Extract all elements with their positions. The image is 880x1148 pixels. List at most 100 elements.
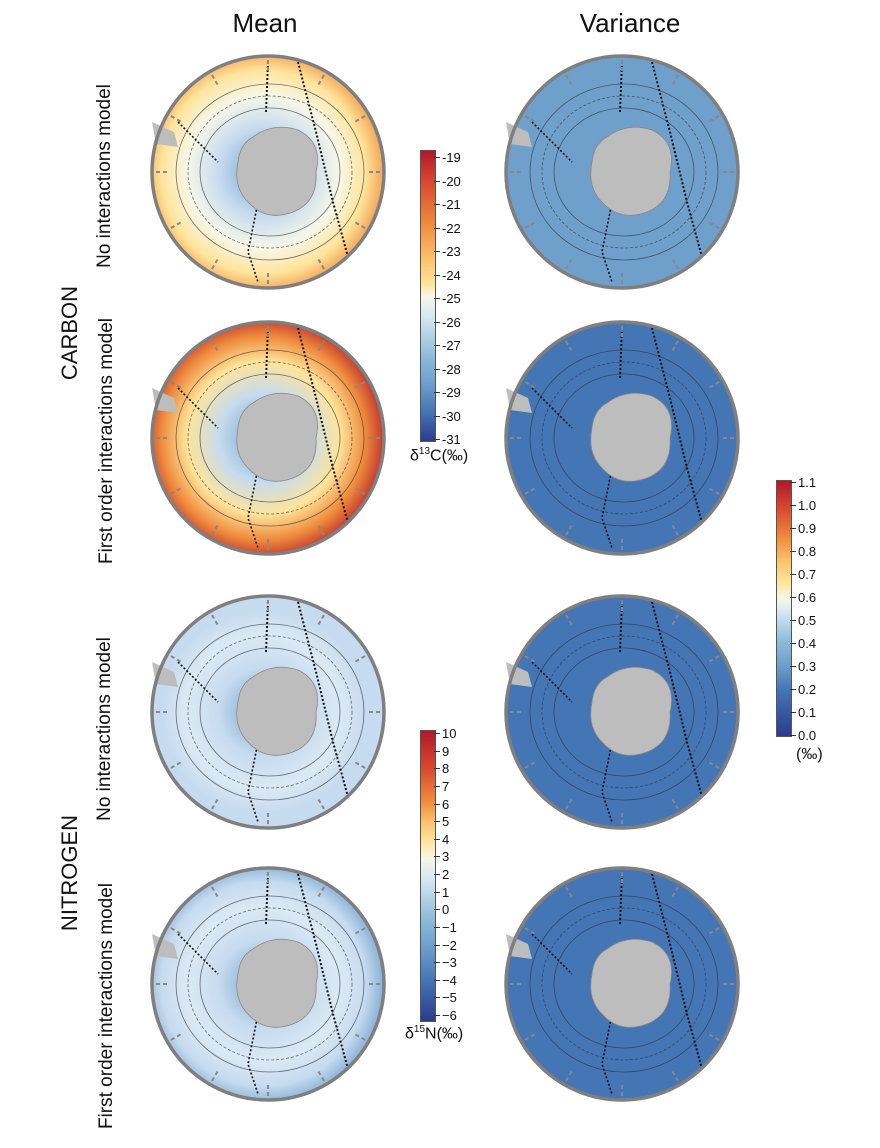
colorbar-nitrogen-unit: δ15N(‰) (405, 1024, 464, 1043)
colorbar-tick-mark (434, 944, 440, 946)
colorbar-tick-label: 8 (442, 761, 450, 777)
graticule-tick (211, 614, 219, 626)
colorbar-tick-label: 10 (442, 726, 457, 741)
graticule-tick (354, 487, 366, 495)
ship-track (247, 741, 259, 823)
colorbar-carbon-unit: δ13C(‰) (410, 446, 469, 465)
colorbar-tick-label: 2 (442, 867, 450, 882)
front-contour (175, 83, 365, 261)
colorbar-tick-mark (790, 482, 796, 483)
map-border (150, 866, 386, 1102)
graticule-tick (170, 487, 182, 495)
colorbar-tick-label: 0.7 (798, 567, 817, 582)
colorbar-tick-mark (434, 785, 440, 787)
map-carbon-mean-no-interactions (150, 54, 386, 290)
map-border (150, 594, 386, 830)
colorbar-tick-mark (434, 979, 440, 981)
map-carbon-variance-first-order (504, 320, 740, 556)
front-contour (199, 107, 341, 237)
graticule-tick (671, 74, 679, 86)
colorbar-tick-mark (434, 926, 440, 928)
front-contour (541, 361, 707, 515)
colorbar-tick-label: 0.8 (798, 544, 817, 559)
ship-track (651, 873, 703, 1070)
graticule-tick (524, 655, 536, 663)
antarctica-landmass (236, 392, 318, 482)
graticule-tick (211, 74, 219, 86)
colorbar-tick-mark (790, 620, 796, 621)
colorbar-tick-mark (434, 415, 440, 417)
colorbar-tick-label: -29 (442, 385, 461, 400)
front-contour (199, 647, 341, 777)
colorbar-tick-mark (434, 321, 440, 323)
colorbar-tick-mark (790, 574, 796, 575)
graticule-tick (671, 524, 679, 536)
group-label-nitrogen: NITROGEN (57, 814, 82, 932)
colorbar-tick-label: 1.1 (798, 475, 817, 490)
graticule-tick (170, 221, 182, 229)
graticule-tick (708, 381, 720, 389)
colorbar-tick-label: −1 (442, 919, 457, 935)
graticule-tick (565, 74, 573, 86)
graticule-tick (211, 798, 219, 810)
colorbar-tick-label: 0.6 (798, 590, 817, 605)
ship-track (601, 1013, 613, 1095)
row-label-carbon-no-interactions: No interactions model (94, 84, 115, 268)
colorbar-tick-mark (434, 803, 440, 805)
colorbar-tick-mark (790, 689, 796, 690)
colorbar-tick-label: 5 (442, 814, 450, 830)
front-contour (187, 907, 353, 1061)
graticule-tick (354, 927, 366, 935)
front-contour (187, 361, 353, 515)
graticule-tick (211, 1070, 219, 1082)
colorbar-tick-label: −5 (442, 990, 457, 1006)
graticule-tick (565, 798, 573, 810)
colorbar-tick-label: -23 (442, 244, 461, 259)
ship-track (297, 327, 349, 524)
colorbar-tick-label: -21 (442, 197, 461, 212)
colorbar-tick-mark (434, 733, 440, 734)
graticule-tick (170, 927, 182, 935)
front-contour (541, 95, 707, 249)
colorbar-tick-label: −3 (442, 955, 457, 971)
graticule-tick (671, 614, 679, 626)
colorbar-tick-label: 0.2 (798, 682, 817, 697)
antarctica-landmass (590, 126, 672, 216)
graticule-tick (211, 340, 219, 352)
colorbar-nitrogen (420, 730, 436, 1022)
colorbar-tick-mark (434, 874, 440, 875)
south-america-landmass (152, 388, 178, 413)
colorbar-tick-mark (434, 180, 440, 182)
colorbar-tick-label: 9 (442, 743, 450, 759)
graticule-tick (317, 798, 325, 810)
graticule-tick (671, 258, 679, 270)
colorbar-tick-mark (434, 204, 440, 205)
graticule-tick (317, 614, 325, 626)
graticule-tick (317, 1070, 325, 1082)
colorbar-tick-mark (434, 368, 440, 370)
graticule-tick (211, 886, 219, 898)
colorbar-tick-mark (790, 505, 796, 506)
colorbar-variance (776, 480, 792, 737)
colorbar-tick-mark (434, 157, 440, 158)
graticule-tick (565, 258, 573, 270)
colorbar-tick-label: 7 (442, 778, 450, 794)
colorbar-tick-label: -31 (442, 432, 461, 447)
front-contour (553, 919, 695, 1049)
graticule-tick (671, 886, 679, 898)
colorbar-tick-label: -19 (442, 150, 461, 165)
colorbar-tick-mark (434, 768, 440, 770)
colorbar-tick-mark (790, 712, 796, 713)
graticule-tick (524, 381, 536, 389)
ship-track (297, 61, 349, 258)
map-carbon-variance-no-interactions (504, 54, 740, 290)
graticule-tick (211, 258, 219, 270)
colorbar-tick-mark (790, 666, 796, 667)
colorbar-tick-label: 0.0 (798, 728, 817, 743)
colorbar-tick-mark (434, 891, 440, 893)
graticule-tick (317, 524, 325, 536)
front-contour (175, 895, 365, 1073)
south-america-landmass (506, 934, 532, 959)
graticule-tick (708, 487, 720, 495)
map-nitrogen-variance-first-order (504, 866, 740, 1102)
